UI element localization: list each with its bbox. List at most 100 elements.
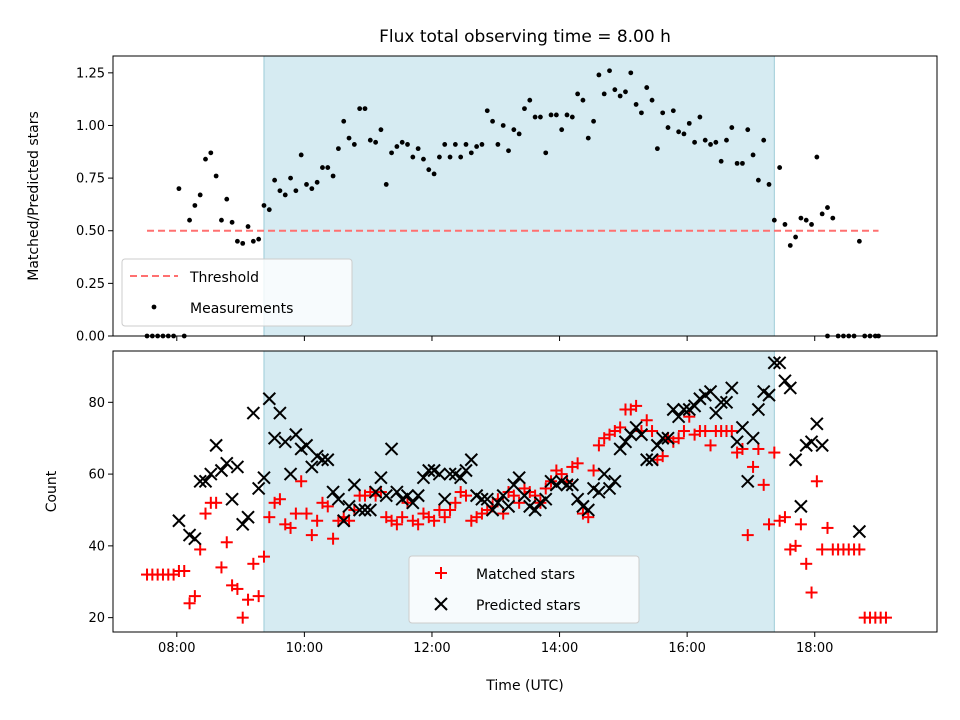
predicted-star-point	[671, 409, 686, 424]
measurement-point	[814, 154, 820, 160]
matched-star-point	[763, 518, 776, 531]
measurement-point	[256, 236, 262, 242]
matched-star-point	[816, 543, 829, 556]
measurement-point	[527, 97, 533, 103]
measurement-point	[697, 114, 703, 120]
measurement-point	[766, 182, 772, 187]
measurement-point	[771, 217, 777, 223]
matched-star-point	[879, 611, 892, 624]
predicted-star-point	[315, 453, 330, 467]
measurement-point	[670, 108, 676, 114]
predicted-star-point	[299, 438, 314, 453]
predicted-star-point	[236, 517, 250, 532]
measurement-point	[314, 179, 320, 185]
predicted-star-point	[305, 460, 319, 474]
predicted-star-point	[368, 485, 383, 499]
matched-star-point	[273, 493, 286, 506]
y-tick-label: 0.25	[76, 277, 105, 292]
measurement-point	[394, 144, 400, 149]
top-y-axis-label: Matched/Predicted stars	[26, 111, 42, 281]
predicted-star-point	[374, 470, 388, 485]
measurement-point	[649, 97, 655, 103]
predicted-star-point	[772, 356, 787, 370]
measurement-point	[250, 238, 256, 244]
predicted-star-point	[267, 431, 282, 445]
measurement-point	[559, 127, 565, 133]
predicted-star-point	[703, 384, 718, 399]
predicted-star-point	[783, 381, 797, 395]
predicted-star-point	[687, 399, 702, 413]
matched-star-point	[805, 586, 818, 599]
matched-star-point	[433, 503, 446, 516]
matched-star-point	[640, 414, 653, 427]
y-tick-label: 80	[88, 396, 105, 411]
measurement-point	[628, 70, 634, 76]
measurement-point	[553, 112, 559, 118]
predicted-star-point	[198, 474, 213, 488]
measurement-point	[187, 217, 192, 223]
measurement-point	[856, 238, 862, 244]
measurement-point	[506, 148, 511, 154]
predicted-star-point	[655, 431, 670, 445]
predicted-star-point	[188, 531, 202, 546]
matched-star-point	[683, 410, 696, 423]
predicted-star-point	[283, 467, 298, 481]
measurement-point	[234, 238, 240, 244]
measurement-point	[282, 192, 288, 198]
matched-star-point	[614, 421, 627, 434]
measurement-point	[793, 234, 798, 240]
predicted-star-point	[464, 453, 479, 467]
predicted-star-point	[214, 463, 229, 478]
top-legend-box	[121, 258, 353, 327]
matched-star-point	[794, 518, 807, 531]
matched-star-point	[789, 539, 802, 552]
matched-star-point	[592, 439, 605, 452]
measurement-point	[197, 192, 203, 198]
matched-star-point	[300, 507, 313, 520]
measurement-point	[734, 160, 740, 166]
predicted-star-point	[406, 496, 420, 510]
measurement-point	[176, 186, 182, 192]
measurement-point	[676, 129, 682, 135]
predicted-star-point	[677, 402, 691, 417]
measurement-point	[304, 182, 309, 187]
y-tick-label: 60	[88, 468, 105, 483]
measurement-point	[612, 87, 618, 93]
measurement-point	[468, 150, 474, 156]
y-tick-label: 0.50	[76, 224, 105, 239]
measurement-point	[309, 186, 315, 192]
matched-star-point	[741, 529, 754, 542]
matched-star-point	[194, 543, 207, 556]
measurement-point	[580, 97, 586, 103]
measurement-point	[729, 125, 735, 130]
predicted-star-point	[666, 402, 681, 417]
predicted-star-point	[342, 499, 356, 514]
predicted-star-point	[714, 395, 728, 410]
matched-star-point	[677, 425, 690, 438]
measurement-point	[516, 131, 522, 137]
predicted-star-point	[363, 503, 378, 517]
matched-star-point	[438, 511, 451, 524]
measurement-point	[681, 131, 687, 137]
predicted-star-point	[751, 402, 766, 417]
predicted-star-point	[379, 488, 393, 503]
measurement-point	[431, 171, 437, 177]
measurement-point	[405, 142, 410, 147]
matched-star-point	[630, 399, 643, 412]
matched-star-point	[284, 521, 297, 534]
predicted-star-point	[432, 467, 447, 481]
measurement-point	[272, 177, 278, 183]
measurement-point	[437, 154, 442, 160]
predicted-star-point	[422, 463, 436, 478]
measurement-point	[564, 112, 570, 118]
predicted-star-point	[746, 431, 760, 445]
x-axis-label: Time (UTC)	[485, 678, 563, 694]
y-tick-label: 0.00	[76, 330, 105, 345]
predicted-star-point	[480, 492, 494, 506]
predicted-star-point	[762, 388, 776, 402]
measurement-point	[458, 154, 464, 160]
measurement-point	[569, 114, 575, 120]
measurement-point	[654, 146, 660, 152]
matched-star-point	[289, 507, 302, 520]
measurement-point	[665, 125, 671, 130]
